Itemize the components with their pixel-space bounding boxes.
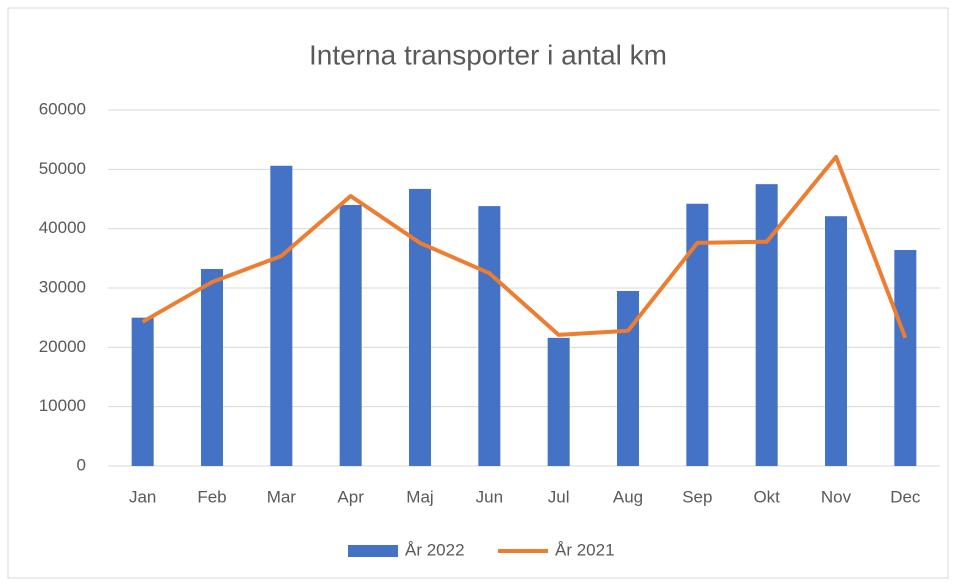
chart-frame — [7, 7, 949, 579]
x-tick-label: Feb — [197, 487, 226, 506]
x-tick-label: Okt — [753, 487, 780, 506]
y-tick-label: 50000 — [39, 159, 86, 178]
x-tick-label: Mar — [267, 487, 297, 506]
bar — [547, 337, 570, 466]
bar — [409, 188, 431, 466]
line — [141, 154, 908, 339]
y-tick-label: 30000 — [39, 277, 86, 296]
x-tick-label: Sep — [682, 487, 712, 506]
y-tick-label: 40000 — [39, 218, 86, 237]
x-tick-label: Aug — [613, 487, 643, 506]
y-tick-label: 10000 — [39, 396, 86, 415]
bar — [825, 216, 847, 466]
x-tick-label: Maj — [406, 487, 433, 506]
y-tick-label: 60000 — [39, 99, 86, 118]
x-tick-label: Apr — [337, 487, 364, 506]
legend-swatch — [348, 545, 398, 557]
x-tick-label: Dec — [890, 487, 921, 506]
chart-title: Interna transporter i antal km — [309, 39, 667, 70]
y-tick-label: 20000 — [39, 337, 86, 356]
bar — [270, 165, 293, 467]
legend-label: År 2021 — [555, 540, 615, 559]
x-tick-label: Nov — [821, 487, 852, 506]
bar — [339, 204, 362, 466]
x-tick-label: Jul — [548, 487, 570, 506]
x-tick-label: Jan — [129, 487, 156, 506]
bar — [686, 203, 709, 466]
bar — [894, 250, 917, 466]
bar — [755, 184, 778, 466]
bar — [478, 206, 501, 466]
bar — [617, 290, 639, 466]
bar — [201, 269, 223, 466]
x-tick-label: Jun — [476, 487, 503, 506]
y-tick-label: 0 — [77, 455, 86, 474]
legend-label: År 2022 — [405, 540, 465, 559]
bar — [131, 317, 154, 466]
